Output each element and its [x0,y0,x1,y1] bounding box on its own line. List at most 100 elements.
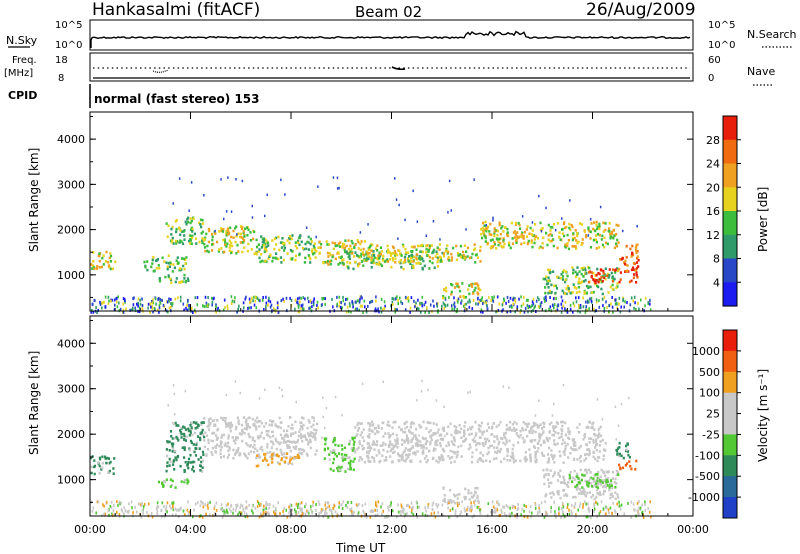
echo-cell [275,252,278,255]
noise-cell [236,310,238,314]
noise-cell [299,300,301,304]
echo-cell [560,428,563,431]
echo-cell [179,267,182,270]
noise-cell [520,295,522,299]
noise-cell [177,296,179,300]
echo-cell [310,434,313,438]
noise-cell [285,296,288,300]
noise-cell [161,501,164,505]
echo-cell [378,257,381,260]
echo-cell [220,416,223,420]
echo-cell [563,488,566,492]
echo-cell [612,236,615,240]
noise-cell [394,297,397,301]
echo-cell [236,416,239,420]
echo-cell [390,265,393,269]
echo-cell [245,418,248,421]
noise-cell [400,300,402,304]
echo-cell [594,279,597,282]
echo-cell [179,239,182,242]
echo-cell [371,456,374,459]
echo-cell [203,242,206,246]
echo-cell [585,272,588,275]
echo-cell [410,250,413,253]
noise-cell [155,507,158,510]
noise-cell [275,512,277,516]
noise-cell [119,307,122,311]
noise-cell [307,511,310,515]
noise-cell [345,504,347,507]
sparse-cell [597,429,600,432]
echo-cell [560,273,563,276]
echo-cell [568,226,571,230]
echo-cell [178,241,181,244]
echo-cell [463,495,466,499]
noise-cell [155,302,157,306]
echo-cell [545,231,548,235]
colorbar-tick-label: 8 [713,253,720,266]
echo-cell [216,443,219,447]
noise-cell [325,511,328,515]
echo-cell [307,248,311,251]
echo-cell [456,450,459,454]
echo-cell [488,460,491,463]
echo-region [587,268,639,285]
noise-cell [269,502,271,506]
noise-cell [523,503,526,507]
echo-cell [189,453,192,457]
echo-cell [247,228,250,231]
noise-cell [139,503,142,507]
echo-cell [203,439,206,442]
echo-cell [215,419,218,422]
noise-cell [425,509,427,513]
echo-cell [445,289,448,293]
echo-cell [176,240,179,243]
noise-cell [626,301,628,305]
noise-cell [642,516,645,519]
echo-cell [220,456,223,459]
echo-cell [541,242,544,245]
echo-cell [621,466,625,470]
echo-cell [251,438,254,442]
echo-cell [610,492,613,496]
echo-cell [402,267,405,271]
echo-cell [566,284,569,288]
echo-cell [347,266,350,270]
noise-cell [526,303,529,307]
noise-cell [204,295,207,299]
echo-cell [298,430,301,434]
noise-cell [441,503,444,507]
echo-cell [618,452,621,456]
echo-cell [583,468,587,472]
echo-cell [199,432,202,435]
noise-cell [603,295,606,299]
noise-cell [593,502,595,506]
echo-cell [407,441,410,445]
echo-cell [166,440,169,443]
echo-cell [313,246,316,249]
echo-cell [402,459,406,462]
noise-cell [186,303,188,307]
echo-cell [189,221,192,225]
echo-cell [589,230,592,234]
echo-cell [384,432,387,435]
echo-cell [605,478,608,482]
echo-cell [192,443,195,446]
y-tick-label: 4000 [57,337,85,350]
noise-cell [233,300,236,304]
echo-cell [235,425,238,429]
echo-cell [271,421,274,424]
echo-cell [494,450,497,454]
echo-cell [187,427,190,431]
echo-cell [560,432,563,436]
noise-cell [416,306,418,310]
echo-cell [367,257,370,261]
noise-cell [630,500,633,504]
echo-cell [598,277,601,281]
echo-cell [567,481,570,484]
noise-cell [285,508,288,512]
echo-cell [240,225,243,228]
echo-cell [339,466,342,470]
noise-cell [375,503,377,507]
echo-cell [173,468,176,471]
